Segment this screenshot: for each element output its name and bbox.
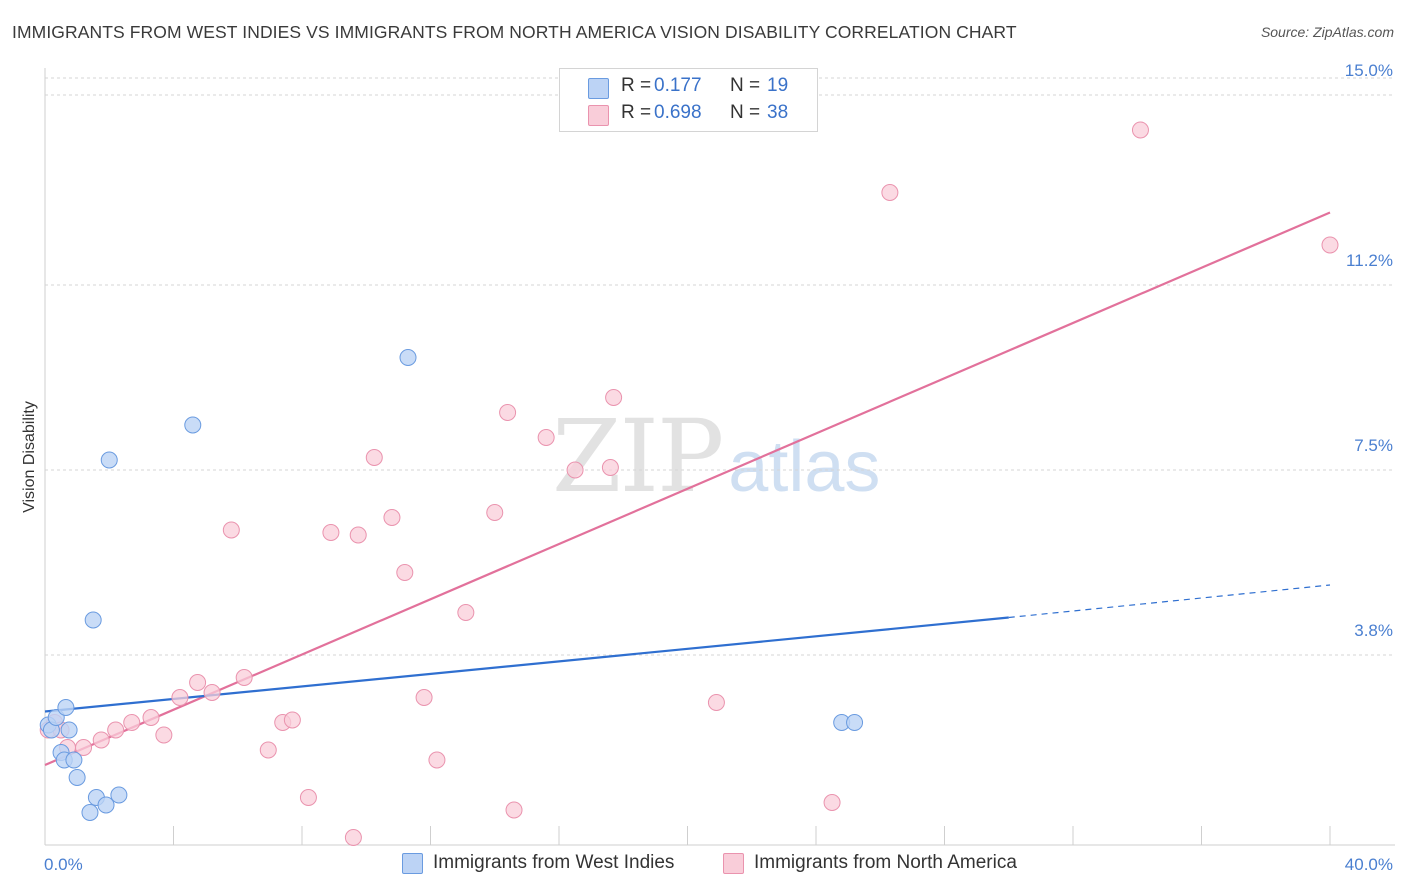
west-indies-point [100,451,118,469]
west-indies-swatch [588,78,609,99]
r-value: 0.698 [654,102,702,123]
north-america-point [566,461,584,479]
north-america-point [222,521,240,539]
north-america-point [344,829,362,846]
x-tick-label: 40.0% [1345,855,1393,874]
north-america-point [365,449,383,466]
north-america-point [349,526,367,544]
north-america-point [155,726,173,744]
north-america-point [75,739,93,756]
y-axis-title: Vision Disability [21,401,38,513]
n-value: 19 [767,75,789,96]
n-value: 38 [767,102,789,123]
north-america-point [142,709,160,726]
west-indies-point [97,796,115,814]
north-america-point [707,694,725,711]
grid-lines [45,77,1395,656]
source-label: Source: ZipAtlas.com [1260,24,1394,40]
watermark: ZIPatlas [552,398,880,515]
watermark-zip: ZIP [552,398,724,515]
west-indies-points [39,349,864,821]
axis-labels: 3.8% 7.5% 11.2% 15.0% 0.0% 40.0% Vision Disabi… [21,61,1393,874]
west-indies-point [399,349,417,366]
r-value: 0.177 [654,75,702,96]
north-america-point [505,801,523,819]
north-america-swatch [723,853,744,874]
west-indies-trend-extension [1008,584,1331,619]
north-america-point [299,789,317,806]
north-america-point [383,509,401,526]
north-america-swatch [588,105,609,126]
n-label: N = [730,102,761,123]
chart-title: IMMIGRANTS FROM WEST INDIES VS IMMIGRANT… [12,22,1017,42]
north-america-point [499,404,517,421]
north-america-point [457,604,475,621]
north-america-point [283,711,301,729]
west-indies-point [81,804,99,821]
north-america-point [189,674,207,691]
north-america-point [428,751,446,769]
north-america-point [259,741,277,759]
north-america-point [415,689,433,706]
north-america-point [486,504,504,521]
north-america-trend-line [44,211,1331,767]
north-america-point [123,714,141,731]
west-indies-point [110,786,128,804]
north-america-legend-label: Immigrants from North America [754,852,1017,873]
north-america-point [823,794,841,811]
west-indies-point [65,751,83,769]
y-tick-label: 15.0% [1345,61,1393,80]
north-america-point [203,684,221,701]
west-indies-point [84,611,102,629]
north-america-point [235,669,253,686]
north-america-point [881,184,899,201]
west-indies-swatch [402,853,423,874]
axes [44,68,1395,846]
north-america-point [601,459,619,476]
west-indies-trend-line [44,616,1009,713]
west-indies-point [57,699,75,716]
west-indies-point [846,714,864,731]
north-america-point [537,429,555,446]
stats-legend: R = 0.177 N = 19 R = 0.698 N = 38 [559,68,818,132]
north-america-point [322,524,340,541]
n-label: N = [730,75,761,96]
west-indies-point [60,721,78,739]
r-label: R = [621,75,652,96]
north-america-point [107,721,125,739]
north-america-point [1131,121,1149,139]
y-tick-label: 7.5% [1354,436,1393,455]
r-label: R = [621,102,652,123]
x-tick-label: 0.0% [44,855,83,874]
west-indies-point [68,769,86,786]
y-tick-label: 3.8% [1354,621,1393,640]
west-indies-legend-label: Immigrants from West Indies [433,852,675,873]
north-america-points [39,121,1339,846]
west-indies-point [184,416,202,434]
north-america-point [171,689,189,706]
north-america-point [92,731,110,749]
north-america-point [605,389,623,406]
y-tick-label: 11.2% [1346,251,1393,270]
watermark-atlas: atlas [728,427,881,507]
north-america-point [396,564,414,581]
north-america-point [1321,236,1339,254]
